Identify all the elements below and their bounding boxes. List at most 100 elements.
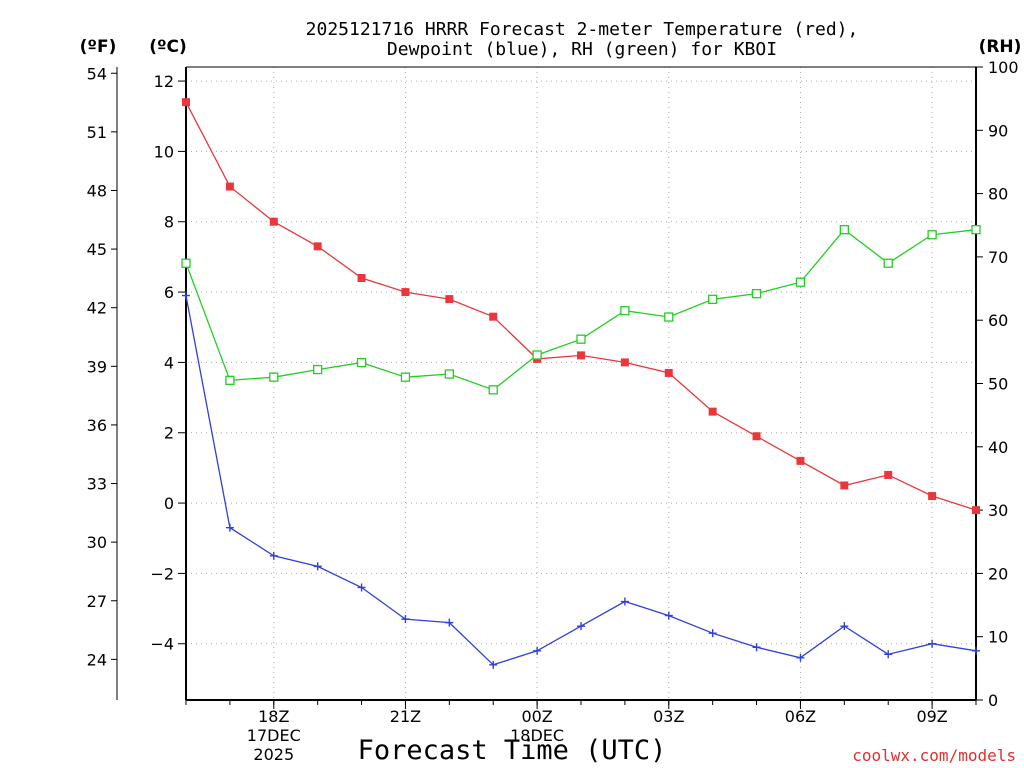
series-2-meter-temperature — [182, 98, 980, 515]
x-tick-label: 00Z — [521, 707, 552, 726]
series-line — [185, 228, 977, 391]
data-point — [357, 583, 366, 592]
rh-tick-label: 70 — [988, 248, 1008, 267]
data-series — [181, 98, 981, 669]
x-tick-label: 18Z — [258, 707, 289, 726]
fahrenheit-tick-label: 24 — [87, 650, 107, 669]
rh-tick-label: 40 — [988, 438, 1008, 457]
data-point — [445, 295, 454, 304]
x-axis-title: Forecast Time (UTC) — [358, 735, 667, 766]
data-point — [182, 291, 190, 300]
rh-tick-label: 0 — [988, 691, 998, 710]
data-point — [708, 407, 717, 416]
x-tick-label: 06Z — [785, 707, 816, 726]
rh-tick-label: 80 — [988, 185, 1008, 204]
fahrenheit-tick-label: 42 — [87, 299, 107, 318]
data-point — [269, 217, 278, 226]
data-point — [313, 364, 323, 375]
data-point — [620, 358, 629, 367]
data-point — [664, 312, 674, 322]
celsius-tick-label: 12 — [154, 72, 174, 91]
data-point — [444, 369, 454, 379]
data-point — [225, 182, 234, 191]
fahrenheit-tick-label: 36 — [87, 416, 107, 435]
fahrenheit-tick-label: 39 — [87, 357, 107, 376]
data-point — [664, 368, 673, 377]
credit-text: coolwx.com/models — [852, 746, 1016, 765]
data-point — [795, 277, 806, 287]
data-point — [971, 225, 981, 235]
celsius-tick-label: −4 — [150, 635, 174, 654]
rh-unit-label: (RH) — [979, 37, 1022, 57]
rh-tick-label: 50 — [988, 375, 1008, 394]
data-point — [796, 653, 805, 662]
rh-tick-label: 90 — [988, 121, 1008, 140]
axes — [111, 66, 983, 709]
data-point — [884, 470, 893, 479]
celsius-tick-label: 8 — [164, 213, 174, 232]
rh-tick-label: 100 — [988, 58, 1019, 77]
data-point — [883, 258, 893, 268]
data-point — [445, 618, 454, 627]
celsius-tick-label: 10 — [154, 142, 174, 161]
data-point — [972, 646, 980, 655]
celsius-tick-label: 0 — [164, 494, 174, 513]
data-point — [182, 98, 190, 107]
data-point — [401, 615, 410, 624]
x-tick-label: 09Z — [916, 707, 947, 726]
rh-tick-label: 30 — [988, 501, 1008, 520]
data-point — [884, 650, 893, 659]
data-point — [181, 258, 191, 268]
celsius-tick-label: 6 — [164, 283, 174, 302]
x-tick-label: 2025 — [253, 745, 294, 764]
data-point — [532, 350, 542, 360]
fahrenheit-tick-label: 30 — [87, 533, 107, 552]
data-point — [972, 506, 980, 515]
fahrenheit-unit-label: (ºF) — [80, 37, 117, 57]
celsius-tick-label: 4 — [164, 353, 174, 372]
data-point — [708, 629, 717, 638]
data-point — [533, 646, 542, 655]
data-point — [620, 597, 629, 606]
chart-subtitle: Dewpoint (blue), RH (green) for KBOI — [387, 39, 777, 60]
x-tick-label: 03Z — [653, 707, 684, 726]
data-point — [489, 660, 498, 669]
data-point — [400, 372, 411, 382]
data-point — [576, 334, 586, 344]
rh-tick-label: 60 — [988, 311, 1008, 330]
data-point — [356, 357, 367, 368]
series-rh — [181, 225, 981, 395]
data-point — [225, 523, 234, 532]
data-point — [577, 622, 585, 631]
data-point — [313, 242, 322, 251]
fahrenheit-tick-label: 45 — [87, 240, 107, 259]
data-point — [620, 306, 630, 316]
data-point — [357, 274, 366, 282]
data-point — [664, 611, 673, 620]
data-point — [928, 492, 937, 501]
celsius-tick-label: −2 — [150, 564, 174, 583]
data-point — [840, 622, 849, 631]
data-point — [489, 312, 498, 321]
data-point — [752, 643, 761, 652]
data-point — [313, 562, 322, 571]
gridlines — [186, 67, 976, 700]
data-point — [577, 351, 585, 360]
data-point — [752, 432, 761, 441]
tick-labels: 121086420−2−4545148454239363330272410090… — [87, 58, 1019, 764]
celsius-tick-label: 2 — [164, 424, 174, 443]
data-point — [839, 225, 849, 235]
fahrenheit-tick-label: 33 — [87, 475, 107, 494]
data-point — [401, 288, 410, 297]
x-tick-label: 17DEC — [247, 726, 301, 745]
data-point — [751, 288, 762, 299]
fahrenheit-tick-label: 51 — [87, 123, 107, 142]
fahrenheit-tick-label: 27 — [87, 592, 107, 611]
fahrenheit-tick-label: 54 — [87, 64, 107, 83]
data-point — [488, 385, 498, 395]
data-point — [708, 294, 718, 304]
data-point — [796, 456, 805, 465]
x-tick-label: 18DEC — [510, 726, 564, 745]
data-point — [840, 481, 849, 490]
